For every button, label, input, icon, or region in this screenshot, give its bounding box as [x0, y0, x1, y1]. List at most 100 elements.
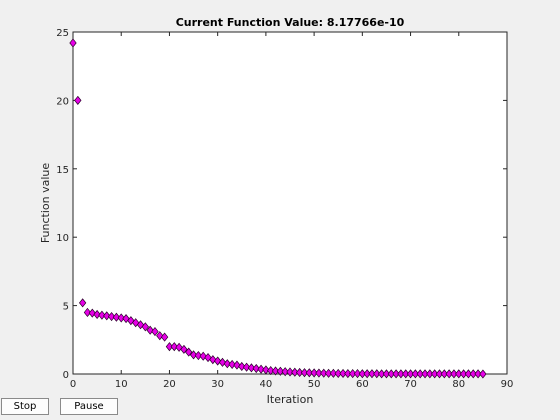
data-point [286, 367, 294, 377]
data-point [276, 366, 285, 376]
data-point [242, 362, 251, 372]
data-point [291, 367, 299, 377]
data-point [199, 351, 207, 361]
y-tick-label: 15 [56, 165, 69, 176]
data-point [421, 369, 429, 379]
y-tick-label: 0 [63, 370, 69, 381]
data-point [214, 356, 222, 366]
data-points [69, 38, 487, 379]
data-point [320, 368, 328, 378]
data-point [185, 347, 193, 357]
data-point [252, 363, 260, 374]
x-tick-label: 80 [452, 379, 465, 390]
data-point [98, 310, 106, 320]
data-point [103, 311, 111, 321]
data-point [455, 369, 463, 379]
data-point [368, 369, 376, 379]
data-point [334, 368, 342, 379]
data-point [141, 322, 149, 332]
data-point [339, 368, 347, 379]
data-point [464, 369, 473, 379]
data-point [271, 366, 280, 376]
data-point [88, 308, 96, 318]
x-tick-label: 20 [163, 379, 176, 390]
data-point [305, 368, 313, 378]
data-point [344, 369, 352, 379]
data-point [194, 350, 203, 361]
data-point [324, 368, 333, 378]
data-point [218, 357, 227, 367]
data-point [257, 364, 265, 374]
data-point [78, 298, 87, 308]
data-point [107, 311, 116, 322]
data-point [223, 359, 231, 369]
data-point [233, 360, 241, 370]
data-point [170, 342, 178, 352]
data-point [445, 369, 453, 379]
data-point [387, 369, 395, 379]
data-point [469, 369, 477, 379]
data-point [435, 369, 444, 379]
data-point [440, 369, 448, 379]
data-point [122, 314, 130, 324]
x-tick-label: 70 [404, 379, 417, 390]
data-point [295, 367, 304, 378]
data-point [300, 368, 309, 378]
data-point [136, 320, 145, 330]
data-point [74, 95, 82, 105]
data-point [281, 367, 289, 377]
data-point [459, 369, 468, 379]
data-point [209, 355, 217, 365]
data-point [479, 369, 487, 379]
y-tick-label: 5 [63, 302, 69, 313]
data-point [262, 365, 270, 375]
data-point [426, 369, 434, 379]
data-point [363, 369, 371, 379]
data-point [310, 368, 318, 378]
data-point [329, 368, 338, 378]
data-point [151, 327, 159, 337]
x-tick-label: 30 [211, 379, 224, 390]
x-tick-label: 10 [115, 379, 128, 390]
data-point [247, 363, 256, 373]
data-point [416, 369, 424, 379]
x-tick-label: 40 [260, 379, 273, 390]
data-point [83, 307, 92, 318]
pause-button[interactable]: Pause [60, 398, 118, 415]
data-point [382, 369, 391, 379]
data-point [267, 366, 275, 376]
x-tick-label: 60 [356, 379, 369, 390]
plot-area [72, 31, 508, 375]
data-point [402, 369, 410, 379]
data-point [315, 368, 323, 378]
data-point [358, 369, 366, 379]
data-point [93, 309, 101, 320]
data-point [228, 359, 236, 369]
data-point [180, 344, 188, 354]
data-point [411, 369, 420, 379]
data-point [146, 325, 154, 335]
chart-title: Current Function Value: 8.17766e-10 [176, 16, 405, 29]
x-axis-label: Iteration [267, 393, 314, 406]
axis-ticks: 0 10 20 30 40 50 60 70 80 90 0 5 10 15 20 25 [56, 28, 513, 390]
data-point [474, 369, 482, 379]
x-tick-label: 90 [501, 379, 514, 390]
y-tick-label: 20 [56, 96, 69, 107]
x-tick-label: 0 [70, 379, 76, 390]
y-tick-label: 10 [56, 233, 69, 244]
data-point [112, 312, 121, 322]
data-point [397, 369, 405, 379]
y-axis-label: Function value [39, 163, 52, 244]
data-point [69, 38, 77, 48]
data-point [156, 331, 164, 341]
data-point [431, 369, 439, 379]
x-tick-label: 50 [308, 379, 321, 390]
data-point [406, 369, 415, 379]
data-point [117, 313, 125, 323]
y-tick-label: 25 [56, 28, 69, 39]
data-point [238, 361, 246, 372]
data-point [392, 369, 400, 379]
stop-button[interactable]: Stop [1, 398, 49, 415]
data-point [189, 350, 198, 360]
